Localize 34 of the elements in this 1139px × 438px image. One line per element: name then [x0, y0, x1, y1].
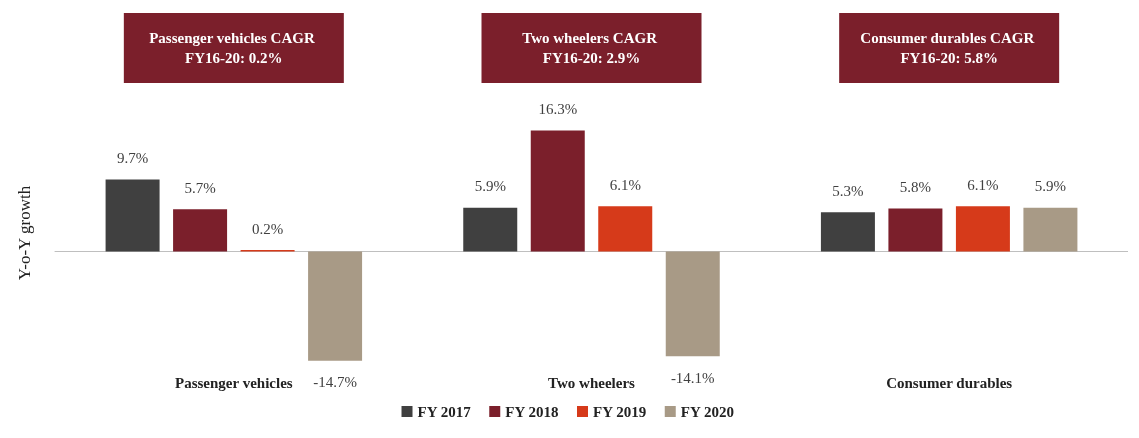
- bar: [463, 207, 518, 252]
- bar: [308, 251, 363, 361]
- x-tick-label: Consumer durables: [886, 374, 1013, 391]
- bar: [598, 206, 653, 252]
- data-label: 6.1%: [609, 176, 641, 193]
- data-label: 6.1%: [967, 176, 999, 193]
- bar: [665, 251, 720, 357]
- data-label: 16.3%: [538, 100, 578, 117]
- legend-label: FY 2020: [680, 403, 734, 420]
- bar: [173, 209, 228, 252]
- bar: [530, 130, 585, 252]
- data-label: 9.7%: [116, 150, 149, 167]
- bar: [820, 212, 875, 252]
- data-label: 0.2%: [251, 220, 284, 237]
- data-label: 5.7%: [184, 179, 216, 196]
- data-label: 5.3%: [832, 182, 864, 199]
- x-tick-label: Passenger vehicles: [175, 374, 293, 391]
- data-label: 5.9%: [474, 178, 506, 195]
- data-label: -14.1%: [670, 369, 715, 386]
- text: Consumer durables CAGR FY16-20: 5.8%: [860, 30, 1038, 66]
- y-axis-title: Y-o-Y growth: [15, 185, 34, 281]
- legend-label: FY 2019: [593, 403, 647, 420]
- bar: [105, 179, 160, 252]
- data-label: 5.9%: [1034, 178, 1067, 195]
- text: Passenger vehicles CAGR FY16-20: 0.2%: [149, 30, 319, 66]
- legend-label: FY 2018: [505, 403, 559, 420]
- data-label: -14.7%: [313, 374, 357, 391]
- bar: [955, 206, 1010, 252]
- text: Two wheelers CAGR FY16-20: 2.9%: [522, 30, 661, 66]
- bar: [1023, 207, 1078, 252]
- legend-label: FY 2017: [417, 403, 472, 420]
- x-tick-label: Two wheelers: [548, 374, 636, 391]
- bar: [888, 208, 943, 252]
- data-label: 5.8%: [899, 178, 932, 195]
